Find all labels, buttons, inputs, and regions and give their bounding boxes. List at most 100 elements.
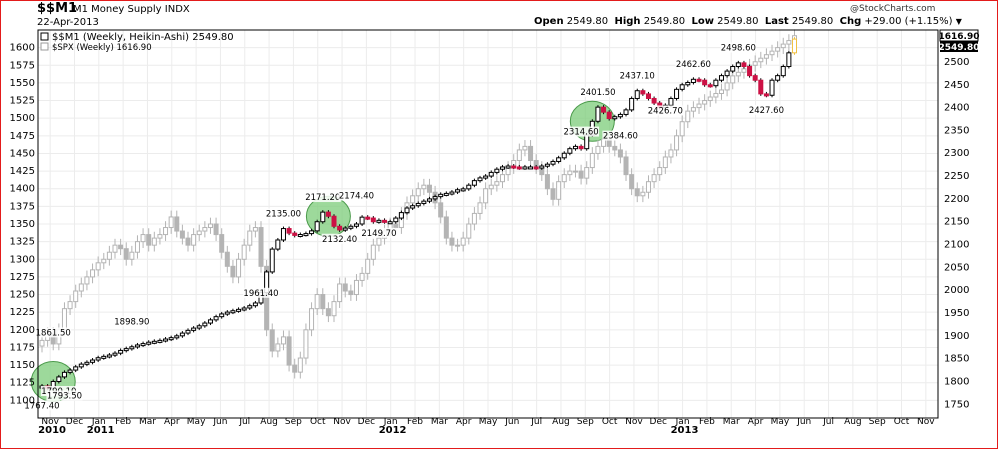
month-tick-label: Apr <box>164 417 180 427</box>
m1-candle <box>410 205 416 209</box>
spx-last-badge-text: 1616.90 <box>939 32 980 42</box>
spx-candle <box>662 156 668 169</box>
spx-candle <box>202 227 208 232</box>
spx-candle <box>174 216 180 232</box>
m1-legend-label: $$M1 (Weekly, Heikin-Ashi) 2549.80 <box>52 32 234 43</box>
spx-candle <box>758 57 764 63</box>
annotation-label: 2171.20 <box>305 193 340 203</box>
month-tick-label: Jun <box>504 417 519 427</box>
spx-candle <box>129 251 135 260</box>
m1-candle <box>191 327 197 331</box>
right-tick-label: 1750 <box>944 399 969 410</box>
right-tick-label: 1900 <box>944 331 969 342</box>
m1-candle <box>359 216 365 225</box>
annotation-label: 2384.60 <box>603 132 638 142</box>
annotation-label: 2462.60 <box>676 60 711 70</box>
m1-candle <box>129 346 135 350</box>
m1-candle <box>174 335 180 339</box>
year-tick-label: 2013 <box>671 425 699 436</box>
m1-candle <box>269 248 275 273</box>
month-tick-label: Aug <box>844 417 862 427</box>
spx-candle <box>320 294 326 310</box>
m1-candle <box>84 361 90 365</box>
m1-candle <box>146 341 152 345</box>
m1-candle <box>466 184 472 190</box>
spx-candle <box>640 191 646 197</box>
spx-candle <box>140 234 146 243</box>
month-tick-label: Apr <box>748 417 764 427</box>
m1-candle <box>505 165 511 169</box>
spx-candle <box>84 276 90 285</box>
triangle-down-icon: ▼ <box>955 17 962 26</box>
m1-candle <box>95 357 101 361</box>
m1-candle <box>123 348 129 352</box>
m1-candle <box>645 93 651 99</box>
m1-candle <box>415 202 421 207</box>
spx-candle <box>690 107 696 112</box>
spx-candle <box>561 174 567 183</box>
high-value: 2549.80 <box>643 16 686 27</box>
spx-candle <box>718 89 724 94</box>
month-tick-label: Jul <box>238 417 250 427</box>
right-tick-label: 2500 <box>944 57 969 68</box>
left-tick-label: 1400 <box>10 184 35 195</box>
right-tick-label: 2050 <box>944 262 969 273</box>
right-tick-label: 1950 <box>944 308 969 319</box>
m1-candle <box>623 109 629 115</box>
spx-candle <box>735 71 741 77</box>
m1-candle <box>455 189 461 193</box>
m1-last-badge <box>940 41 978 52</box>
m1-candle <box>309 230 315 235</box>
spx-candle <box>365 258 371 274</box>
annotation-label: 2426.70 <box>648 106 683 116</box>
annotation-label: 2132.40 <box>322 235 357 245</box>
month-tick-label: Aug <box>260 417 278 427</box>
spx-candle <box>775 47 781 52</box>
spx-candle <box>134 241 140 253</box>
spx-candle <box>179 230 185 239</box>
spx-candle <box>578 170 584 179</box>
m1-candle <box>763 93 769 97</box>
annotation-box <box>563 126 600 137</box>
spx-candle <box>90 269 96 278</box>
m1-candle <box>219 313 225 318</box>
month-tick-label: Oct <box>894 417 910 427</box>
copyright-text: @StockCharts.com <box>850 4 936 14</box>
annotation-box <box>265 208 302 219</box>
month-tick-label: Sep <box>869 417 886 427</box>
m1-candle <box>387 221 393 225</box>
spx-candle <box>151 237 157 246</box>
m1-candle <box>483 175 489 179</box>
m1-candle <box>791 38 797 54</box>
month-tick-label: Sep <box>577 417 594 427</box>
month-tick-label: Oct <box>310 417 326 427</box>
m1-candle <box>101 355 107 359</box>
m1-candle <box>320 211 326 223</box>
left-tick-label: 1250 <box>10 290 35 301</box>
annotation-box <box>24 400 60 411</box>
m1-candle <box>752 75 758 81</box>
symbol-title: $$M1 <box>37 1 78 16</box>
month-tick-label: May <box>187 417 206 427</box>
annotation-box <box>243 287 280 298</box>
m1-candle <box>528 166 534 170</box>
spx-candle <box>236 258 242 278</box>
m1-candle <box>280 228 286 241</box>
m1-candle <box>561 152 567 159</box>
spx-candle <box>679 121 685 137</box>
m1-candle <box>236 308 242 312</box>
m1-candle <box>572 145 578 150</box>
m1-candle <box>747 66 753 77</box>
m1-candle <box>207 319 213 324</box>
m1-candle <box>730 66 736 72</box>
m1-candle <box>595 106 601 122</box>
spx-candle <box>544 174 550 190</box>
month-tick-label: Sep <box>285 417 302 427</box>
month-tick-label: Nov <box>333 417 351 427</box>
m1-candle <box>224 311 230 315</box>
spx-candle <box>483 188 489 204</box>
spx-candle <box>337 283 343 303</box>
spx-candle <box>146 234 152 246</box>
spx-candle <box>410 195 416 204</box>
